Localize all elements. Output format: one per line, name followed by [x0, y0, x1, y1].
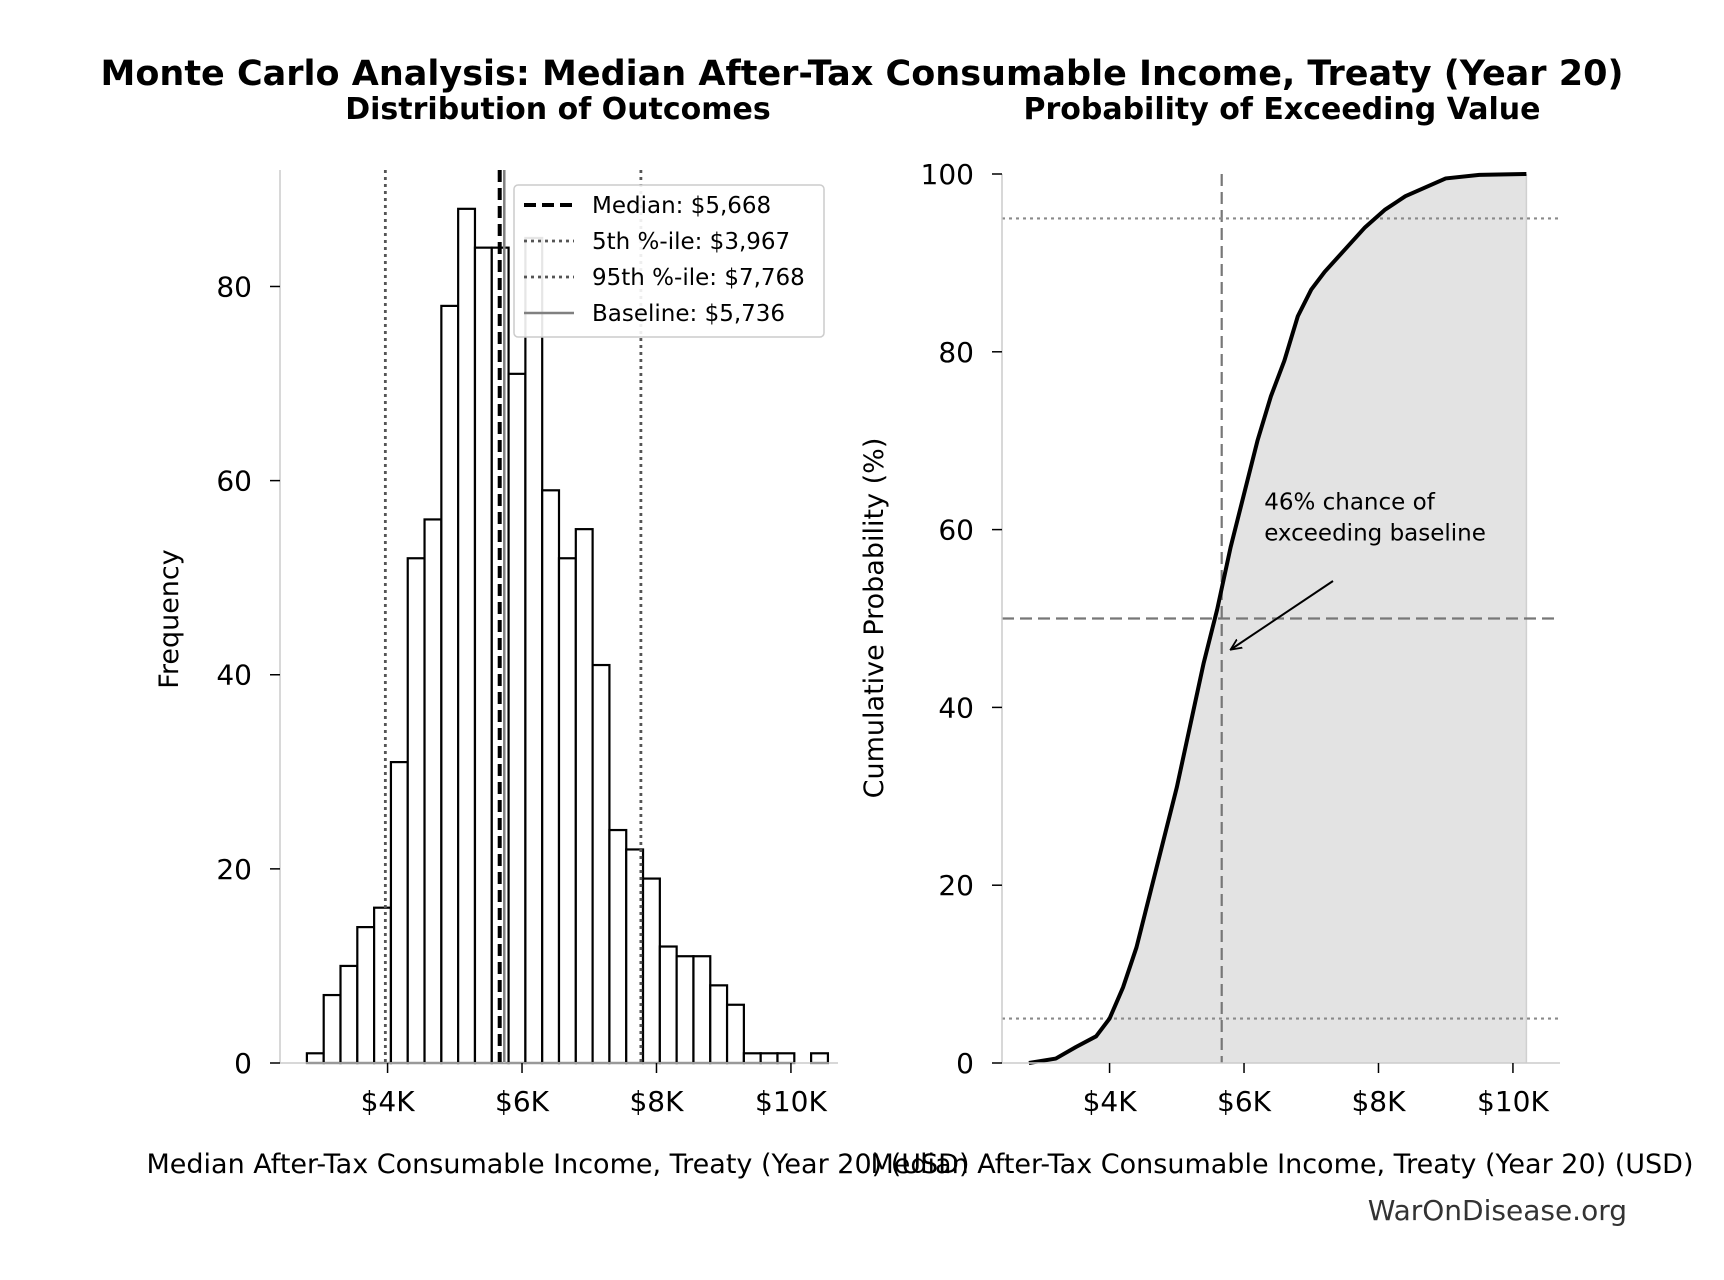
histogram-legend: Median: $5,668 5th %-ile: $3,967 95th %-il…: [513, 184, 825, 338]
legend-entry: 95th %-ile: $7,768: [592, 265, 805, 291]
x-tick-label: $6K: [495, 1085, 550, 1118]
y-tick-label: 80: [938, 336, 974, 369]
cdf-title: Probability of Exceeding Value: [1023, 92, 1540, 127]
cdf-y-axis-label: Cumulative Probability (%): [859, 438, 890, 799]
histogram-bar: [339, 964, 359, 1065]
x-tick-label: $10K: [755, 1085, 827, 1118]
histogram-bar: [759, 1052, 779, 1065]
legend-entry: Median: $5,668: [592, 193, 771, 219]
histogram-bar: [389, 760, 409, 1065]
histogram-bar: [591, 663, 611, 1065]
y-tick-label: 40: [938, 691, 974, 724]
x-tick-label: $8K: [1351, 1085, 1406, 1118]
histogram-bar: [658, 945, 678, 1065]
cdf-curve: [1028, 172, 1527, 1065]
histogram-bar: [709, 984, 729, 1065]
x-tick-label: $4K: [361, 1085, 416, 1118]
histogram-bar: [305, 1052, 325, 1065]
watermark: WarOnDisease.org: [1368, 1194, 1627, 1227]
histogram-bar: [574, 528, 594, 1065]
annotation-text: 46% chance of: [1264, 490, 1436, 516]
histogram-bar: [457, 207, 477, 1065]
histogram-bar: [356, 926, 376, 1065]
histogram-bar: [557, 557, 577, 1065]
y-tick-label: 80: [216, 270, 252, 303]
y-tick-label: 60: [216, 465, 252, 498]
histogram-bar: [641, 877, 661, 1065]
x-tick-label: $6K: [1217, 1085, 1272, 1118]
y-tick-label: 0: [956, 1047, 974, 1080]
annotation-arrow: [1231, 580, 1334, 650]
histogram-title: Distribution of Outcomes: [345, 92, 771, 127]
histogram-bar: [322, 993, 342, 1065]
histogram-bar: [423, 518, 443, 1065]
histogram-bar: [507, 372, 527, 1065]
histogram-bar: [473, 246, 493, 1065]
histogram-bar: [608, 828, 628, 1065]
x-tick-label: $4K: [1083, 1085, 1138, 1118]
annotation-text: exceeding baseline: [1264, 521, 1486, 547]
y-tick-label: 40: [216, 659, 252, 692]
figure-title: Monte Carlo Analysis: Median After-Tax C…: [101, 54, 1624, 94]
y-tick-label: 0: [234, 1047, 252, 1080]
x-tick-label: $10K: [1477, 1085, 1549, 1118]
histogram-bar: [692, 955, 712, 1065]
legend-entry: Baseline: $5,736: [592, 301, 785, 327]
y-tick-label: 100: [921, 158, 974, 191]
y-tick-label: 20: [216, 853, 252, 886]
cdf-plot: 0 20 40 60 80 100 $4K $6K $8K $10K 46% chance of ex…: [921, 158, 1560, 1118]
histogram-bar: [541, 489, 561, 1065]
histogram-bar: [440, 304, 460, 1065]
histogram-plot: 0 20 40 60 80 $4K $6K $8K $10K Median: $5,668 5th …: [216, 170, 838, 1118]
histogram-bar: [406, 557, 426, 1065]
histogram-bar: [776, 1052, 796, 1065]
histogram-x-axis-label: Median After-Tax Consumable Income, Trea…: [147, 1149, 970, 1180]
histogram-bar: [373, 906, 393, 1065]
histogram-bar: [524, 236, 544, 1065]
histogram-bar: [725, 1003, 745, 1065]
x-tick-label: $8K: [629, 1085, 684, 1118]
y-tick-label: 60: [938, 514, 974, 547]
histogram-bar: [742, 1052, 762, 1065]
y-tick-label: 20: [938, 869, 974, 902]
histogram-bar: [675, 955, 695, 1065]
legend-frame: [513, 184, 825, 338]
histogram-bar: [810, 1052, 830, 1065]
histogram-y-axis-label: Frequency: [154, 549, 185, 689]
cdf-x-axis-label: Median After-Tax Consumable Income, Trea…: [871, 1149, 1694, 1180]
legend-entry: 5th %-ile: $3,967: [592, 229, 790, 255]
